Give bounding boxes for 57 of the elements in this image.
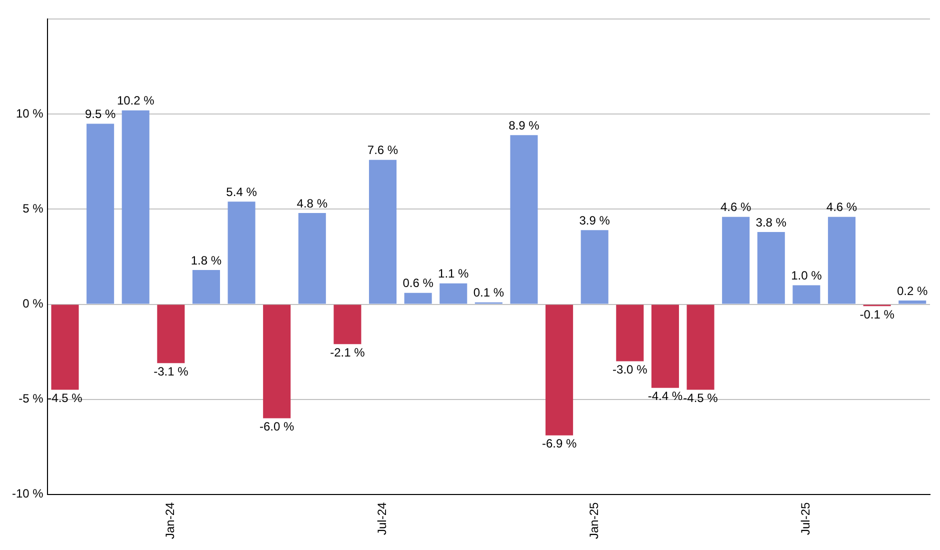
- data-label: 4.6 %: [720, 200, 752, 214]
- data-label: 7.6 %: [367, 143, 398, 158]
- data-label: 1.8 %: [190, 253, 222, 268]
- bar: [298, 213, 326, 304]
- bar: [86, 124, 114, 304]
- data-label: -3.1 %: [154, 364, 189, 378]
- y-tick-label: -5 %: [18, 392, 44, 406]
- data-label: -2.1 %: [330, 345, 366, 360]
- data-label: -0.1 %: [860, 307, 895, 322]
- bar: [828, 216, 856, 304]
- data-label: -4.5 %: [683, 391, 718, 406]
- bar: [228, 202, 256, 304]
- bar: [686, 304, 714, 390]
- data-label: 10.2 %: [116, 94, 155, 108]
- bar: [368, 160, 397, 304]
- x-tick-label: Jul-24: [375, 502, 390, 535]
- bar: [51, 304, 79, 390]
- data-label: 3.9 %: [579, 213, 610, 228]
- data-label: 0.2 %: [897, 284, 928, 298]
- y-tick-label: -10 %: [12, 486, 44, 501]
- y-tick-label: 0 %: [22, 296, 44, 311]
- data-label: 3.8 %: [756, 215, 787, 230]
- y-tick-label: 5 %: [22, 202, 44, 216]
- data-label: 4.6 %: [826, 200, 858, 214]
- bar: [898, 300, 926, 304]
- data-label: -6.9 %: [542, 436, 577, 451]
- data-label: -4.4 %: [648, 389, 683, 404]
- bar: [404, 292, 432, 304]
- data-label: 9.5 %: [84, 107, 116, 122]
- bar: [157, 304, 185, 364]
- bar: [334, 304, 362, 344]
- data-label: 1.1 %: [438, 266, 470, 281]
- x-tick-label: Jul-25: [798, 502, 813, 535]
- bar: [122, 110, 150, 304]
- data-label: 4.8 %: [296, 196, 328, 210]
- x-tick-label: Jan-25: [586, 502, 601, 540]
- bar: [440, 283, 468, 304]
- bar: [722, 216, 750, 304]
- data-label: 8.9 %: [508, 118, 540, 132]
- data-label: 0.6 %: [402, 276, 434, 290]
- bar: [757, 232, 785, 304]
- y-tick-label: 10 %: [16, 106, 44, 121]
- bar: [580, 230, 608, 304]
- data-label: -3.0 %: [612, 362, 648, 377]
- bar: [616, 304, 644, 362]
- bar: [510, 135, 538, 304]
- data-label: 0.1 %: [473, 286, 504, 300]
- bar: [263, 304, 291, 418]
- bar: [792, 285, 820, 304]
- data-label: -4.5 %: [48, 391, 83, 406]
- data-label: -6.0 %: [259, 420, 295, 434]
- data-label: 5.4 %: [226, 184, 258, 199]
- bar: [192, 270, 220, 304]
- data-label: 1.0 %: [791, 268, 822, 283]
- bar: [546, 304, 574, 436]
- bar: [651, 304, 679, 388]
- x-tick-label: Jan-24: [163, 502, 178, 540]
